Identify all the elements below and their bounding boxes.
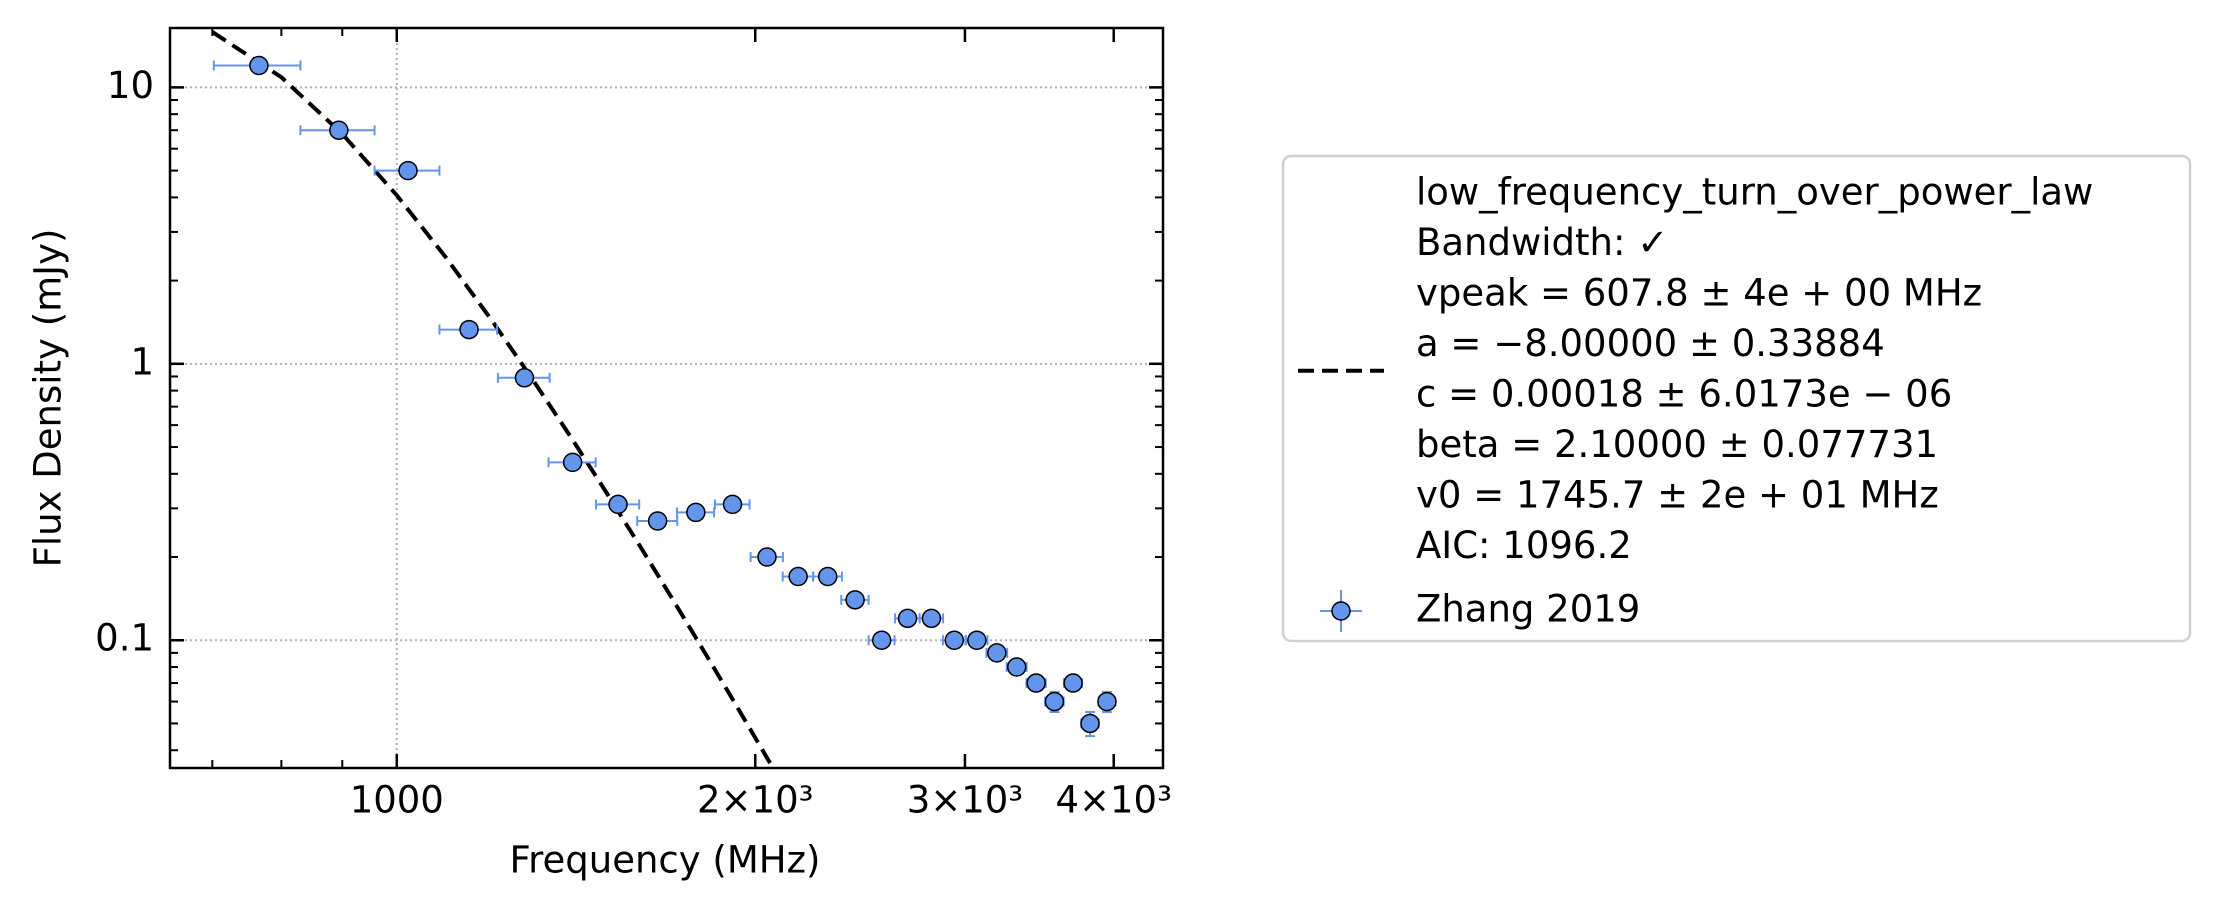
data-point <box>1080 713 1100 734</box>
y-tick-label: 0.1 <box>95 617 154 660</box>
data-point <box>249 55 269 76</box>
x-tick-label: 2×10³ <box>697 779 813 822</box>
data-point <box>967 630 987 650</box>
data-point <box>1097 691 1117 712</box>
data-point <box>608 494 628 515</box>
data-point <box>1063 673 1083 693</box>
legend: low_frequency_turn_over_power_law Bandwid… <box>1281 154 2192 643</box>
data-point <box>1044 691 1065 712</box>
data-point <box>647 511 668 531</box>
x-tick-label: 3×10³ <box>907 779 1023 822</box>
legend-label: low_frequency_turn_over_power_law <box>1416 171 2093 214</box>
data-point <box>562 452 583 473</box>
y-tick-label: 10 <box>107 64 154 107</box>
legend-label: v0 = 1745.7 ± 2e + 01 MHz <box>1416 474 1939 517</box>
legend-label: beta = 2.10000 ± 0.077731 <box>1416 423 1938 466</box>
data-point <box>686 502 706 523</box>
data-point <box>871 630 892 650</box>
data-point <box>817 566 838 587</box>
data-point <box>514 368 535 388</box>
data-point <box>921 608 942 629</box>
legend-label: AIC: 1096.2 <box>1416 524 1632 567</box>
legend-label: Zhang 2019 <box>1416 588 1640 631</box>
data-point <box>459 319 479 340</box>
data-point <box>722 494 743 515</box>
data-point <box>845 590 865 610</box>
data-point <box>944 630 965 650</box>
legend-box <box>1281 154 2192 643</box>
y-tick-label: 1 <box>130 340 154 383</box>
legend-label: c = 0.00018 ± 6.0173e − 06 <box>1416 373 1952 416</box>
plot-area <box>170 28 1163 768</box>
data-point <box>1026 673 1046 693</box>
legend-marker <box>1331 601 1351 621</box>
legend-label: Bandwidth: ✓ <box>1416 221 1668 264</box>
data-point <box>329 120 349 140</box>
x-tick-label: 4×10³ <box>1055 779 1171 822</box>
x-axis-label: Frequency (MHz) <box>510 839 821 882</box>
legend-label: a = −8.00000 ± 0.33884 <box>1416 322 1885 365</box>
plot-frame <box>168 26 1165 770</box>
fit-curve <box>211 30 776 768</box>
data-point <box>788 566 808 587</box>
data-point <box>398 160 418 181</box>
x-tick-label: 1000 <box>350 779 444 822</box>
data-point <box>987 643 1007 663</box>
data-point <box>757 547 777 567</box>
data-point <box>1006 657 1027 677</box>
legend-label: vpeak = 607.8 ± 4e + 00 MHz <box>1416 272 1982 315</box>
y-axis-label: Flux Density (mJy) <box>27 229 70 568</box>
data-point <box>897 608 918 629</box>
